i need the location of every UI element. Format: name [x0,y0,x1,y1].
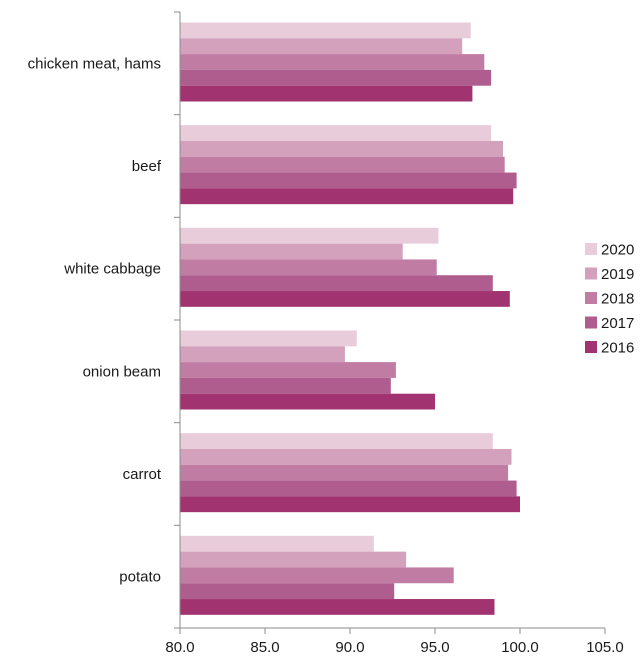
bar [180,551,407,568]
legend-label: 2017 [601,315,634,332]
bar [180,243,403,260]
category-label: onion beam [83,363,161,380]
bar [180,362,396,378]
category-label: carrot [123,466,162,483]
bar [180,448,512,465]
x-tick-label: 100.0 [501,639,539,656]
bar [180,69,492,86]
bars-group [180,22,520,615]
bar [180,188,514,205]
bar [180,567,454,584]
bar [180,125,492,141]
bar [180,377,391,394]
legend: 2020 2019 2018 2017 2016 [585,242,634,357]
bar [180,480,517,497]
bar [180,85,473,102]
legend-label: 2019 [601,266,634,283]
bar [180,346,345,363]
category-label: potato [119,569,161,586]
bar [180,599,495,615]
x-tick-labels: 80.0 85.0 90.0 95.0 100.0 105.0 [165,639,623,656]
x-tick-label: 90.0 [335,639,364,656]
category-label: white cabbage [63,261,161,278]
bar [180,259,437,276]
bar [180,140,503,157]
bar [180,54,485,70]
axes-group [174,11,606,634]
legend-swatch [585,316,597,329]
bar [180,227,439,244]
bar [180,275,493,292]
bar [180,433,493,449]
bar [180,464,509,481]
bar [180,22,471,39]
legend-swatch [585,292,597,304]
bar [180,496,520,513]
x-tick-label: 95.0 [420,639,449,656]
legend-swatch [585,267,597,280]
bar [180,291,510,307]
bar [180,330,357,347]
x-tick-label: 85.0 [250,639,279,656]
legend-swatch [585,243,597,255]
bar [180,393,435,410]
legend-label: 2018 [601,291,634,308]
category-label: beef [132,158,162,175]
bar [180,583,395,600]
x-tick-label: 80.0 [165,639,194,656]
legend-label: 2016 [601,340,634,357]
category-label: chicken meat, hams [28,55,161,72]
bar [180,156,505,173]
x-tick-label: 105.0 [586,639,624,656]
bar [180,172,517,189]
bar [180,535,374,552]
bar [180,38,463,55]
legend-swatch [585,341,597,353]
legend-label: 2020 [601,242,634,259]
category-labels: chicken meat, hams beef white cabbage onion… [28,55,162,585]
